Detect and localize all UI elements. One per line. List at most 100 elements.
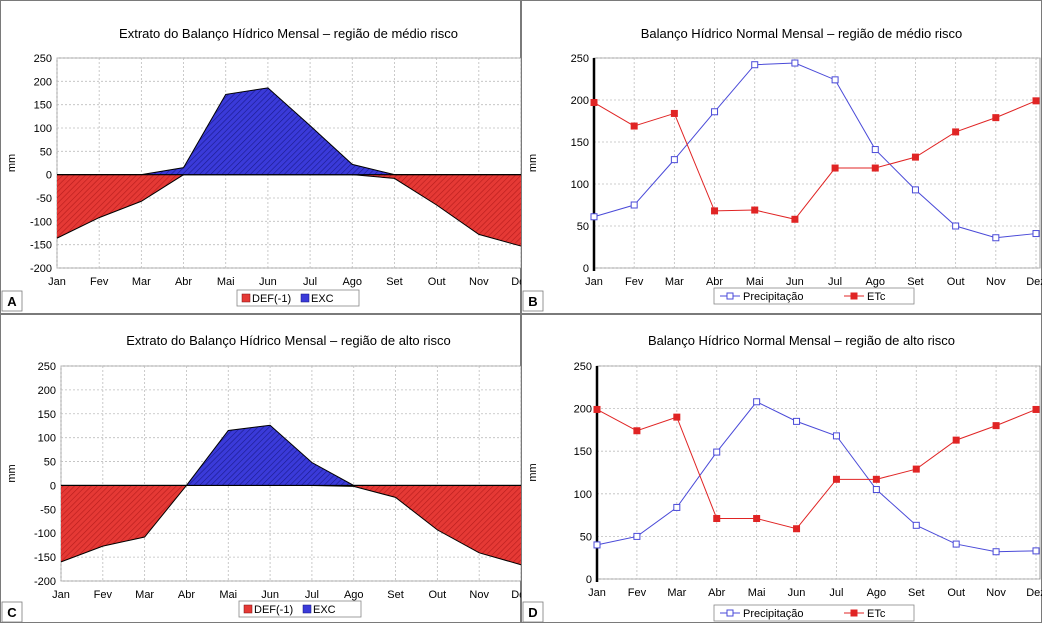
precip-point xyxy=(751,61,759,69)
x-tick-label: Jun xyxy=(261,589,279,601)
x-tick-label: Mai xyxy=(217,276,235,288)
etc-point xyxy=(952,436,960,444)
plot-area xyxy=(596,365,1041,580)
precip-point xyxy=(1032,230,1040,238)
x-tick-label: Ago xyxy=(344,589,364,601)
legend-marker-etc xyxy=(850,292,858,300)
etc-point xyxy=(871,164,879,172)
precip-point xyxy=(633,532,641,540)
precip-point xyxy=(673,503,681,511)
x-tick-label: Out xyxy=(428,589,446,601)
x-tick-label: Jul xyxy=(829,587,843,599)
etc-point xyxy=(791,215,799,223)
etc-point xyxy=(670,109,678,117)
y-tick-label: -50 xyxy=(36,193,52,205)
x-tick-label: Mai xyxy=(219,589,237,601)
etc-point xyxy=(633,427,641,435)
panel-letter: C xyxy=(7,605,17,620)
x-tick-label: Out xyxy=(428,276,446,288)
etc-point xyxy=(992,422,1000,430)
legend-box xyxy=(713,287,915,305)
y-axis-label: mm xyxy=(6,154,18,172)
legend-marker-etc xyxy=(850,609,858,617)
precip-point xyxy=(992,234,1000,242)
precip-point xyxy=(590,213,598,221)
y-tick-label: 200 xyxy=(34,76,52,88)
x-tick-label: Mar xyxy=(135,589,154,601)
panel-letter: D xyxy=(528,605,537,620)
y-tick-label: -100 xyxy=(34,528,56,540)
x-tick-label: Nov xyxy=(469,276,489,288)
etc-point xyxy=(1032,405,1040,413)
x-tick-label: Jun xyxy=(786,276,804,288)
y-tick-label: 250 xyxy=(38,361,56,373)
x-tick-label: Nov xyxy=(986,276,1006,288)
precip-point xyxy=(871,146,879,154)
y-tick-label: 100 xyxy=(574,489,592,501)
chart-panel-d: Balanço Hídrico Normal Mensal – região d… xyxy=(521,314,1042,623)
y-tick-label: 150 xyxy=(34,100,52,112)
x-tick-label: Jan xyxy=(52,589,70,601)
etc-series-line xyxy=(596,408,1037,530)
legend-label-etc: ETc xyxy=(867,608,886,620)
x-tick-label: Mai xyxy=(746,276,764,288)
x-tick-label: Mar xyxy=(665,276,684,288)
y-tick-label: 0 xyxy=(50,480,56,492)
x-tick-label: Jun xyxy=(788,587,806,599)
x-tick-label: Mai xyxy=(748,587,766,599)
etc-point xyxy=(912,465,920,473)
legend-box xyxy=(238,600,362,618)
exc-area xyxy=(61,425,521,486)
legend-label-etc: ETc xyxy=(867,291,886,303)
panel-letter: A xyxy=(7,294,17,309)
etc-point xyxy=(992,114,1000,122)
legend-label-def: DEF(-1) xyxy=(254,604,293,616)
y-tick-label: 50 xyxy=(580,531,592,543)
x-tick-label: Jun xyxy=(259,276,277,288)
x-tick-label: Fev xyxy=(628,587,647,599)
x-tick-label: Ago xyxy=(865,276,885,288)
y-tick-label: 50 xyxy=(44,457,56,469)
precip-point xyxy=(791,59,799,67)
etc-point xyxy=(593,405,601,413)
chart-title: Extrato do Balanço Hídrico Mensal – regi… xyxy=(126,333,450,348)
panel-letter: B xyxy=(528,294,537,309)
x-tick-label: Jul xyxy=(305,589,319,601)
y-tick-label: 0 xyxy=(586,574,592,586)
legend-swatch-exc xyxy=(302,604,312,614)
y-tick-label: 100 xyxy=(34,123,52,135)
legend-label-def: DEF(-1) xyxy=(252,293,291,305)
x-tick-label: Set xyxy=(387,589,404,601)
y-tick-label: 0 xyxy=(46,170,52,182)
legend-swatch-def xyxy=(241,293,251,303)
panel-letter-box xyxy=(1,601,23,623)
etc-point xyxy=(711,207,719,215)
precip-point xyxy=(711,108,719,116)
etc-point xyxy=(1032,97,1040,105)
y-tick-label: 200 xyxy=(571,95,589,107)
chart-title: Balanço Hídrico Normal Mensal – região d… xyxy=(648,333,955,348)
x-tick-label: Fev xyxy=(94,589,113,601)
chart-panel-b: Balanço Hídrico Normal Mensal – região d… xyxy=(521,0,1042,314)
precip-point xyxy=(753,398,761,406)
precip-point xyxy=(670,156,678,164)
chart-panel-c: Extrato do Balanço Hídrico Mensal – regi… xyxy=(0,314,531,623)
x-tick-label: Jan xyxy=(588,587,606,599)
y-axis-label: mm xyxy=(6,464,18,482)
x-tick-label: Abr xyxy=(175,276,192,288)
precip-series-line xyxy=(593,62,1037,239)
x-tick-label: Dez xyxy=(1026,587,1042,599)
y-tick-label: -200 xyxy=(30,263,52,275)
legend-box xyxy=(236,289,360,307)
precip-point xyxy=(630,201,638,209)
y-tick-label: 100 xyxy=(38,433,56,445)
y-tick-label: 200 xyxy=(38,385,56,397)
etc-point xyxy=(911,153,919,161)
x-tick-label: Set xyxy=(386,276,403,288)
x-tick-label: Jul xyxy=(303,276,317,288)
etc-series-line xyxy=(593,100,1037,220)
etc-point xyxy=(673,413,681,421)
y-tick-label: 150 xyxy=(574,446,592,458)
x-tick-label: Nov xyxy=(469,589,489,601)
